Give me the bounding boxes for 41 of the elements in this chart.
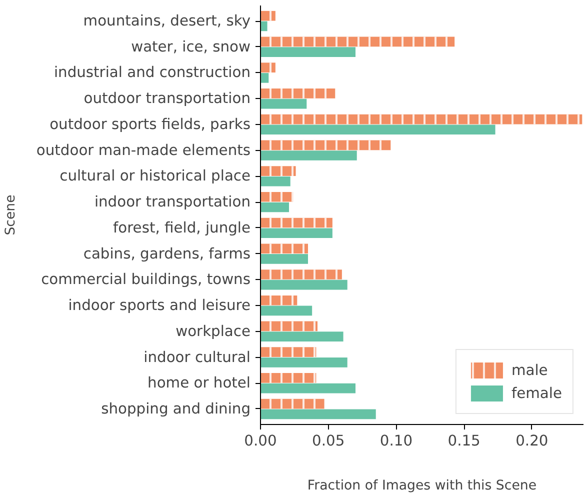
x-tick-label: 0.00 <box>244 432 277 450</box>
x-tick-label: 0.10 <box>380 432 413 450</box>
y-tick-label: indoor cultural <box>144 348 251 366</box>
bar <box>260 98 307 109</box>
bar <box>260 332 344 342</box>
bar <box>260 150 357 160</box>
y-tick-label: cabins, gardens, farms <box>83 245 251 262</box>
bar <box>260 202 289 212</box>
bar <box>260 228 332 238</box>
y-tick-label: water, ice, snow <box>131 38 251 56</box>
bar <box>260 254 308 264</box>
y-tick-label: indoor transportation <box>94 194 251 211</box>
y-tick-label: outdoor transportation <box>84 90 251 108</box>
y-tick-label: workplace <box>176 322 251 340</box>
y-tick-label: cultural or historical place <box>60 168 251 185</box>
bar <box>260 176 290 186</box>
y-tick-label: indoor sports and leisure <box>68 297 251 314</box>
x-tick-label: 0.20 <box>516 432 548 450</box>
y-tick-label: outdoor sports fields, parks <box>50 116 251 133</box>
bar <box>260 47 356 57</box>
y-tick-label: forest, field, jungle <box>112 219 250 236</box>
bar <box>260 358 348 368</box>
x-tick-label: 0.15 <box>448 432 480 450</box>
y-tick-label: commercial buildings, towns <box>41 271 251 288</box>
y-axis-title: Scene <box>3 194 18 236</box>
bar <box>260 21 268 32</box>
y-tick-label: industrial and construction <box>54 64 251 82</box>
bar <box>260 409 376 420</box>
y-tick-label: mountains, desert, sky <box>83 12 251 30</box>
bar <box>260 383 356 394</box>
bar <box>260 124 496 135</box>
legend-label: female <box>511 384 562 402</box>
bar <box>260 73 269 83</box>
y-tick-label: home or hotel <box>148 374 250 392</box>
y-tick-label: outdoor man-made elements <box>36 142 251 159</box>
y-tick-label: shopping and dining <box>101 400 251 418</box>
x-tick-label: 0.05 <box>312 432 345 450</box>
x-axis-title: Fraction of Images with this Scene <box>307 478 537 494</box>
bar <box>260 306 312 316</box>
bar <box>260 280 348 290</box>
legend-label: male <box>511 362 548 378</box>
